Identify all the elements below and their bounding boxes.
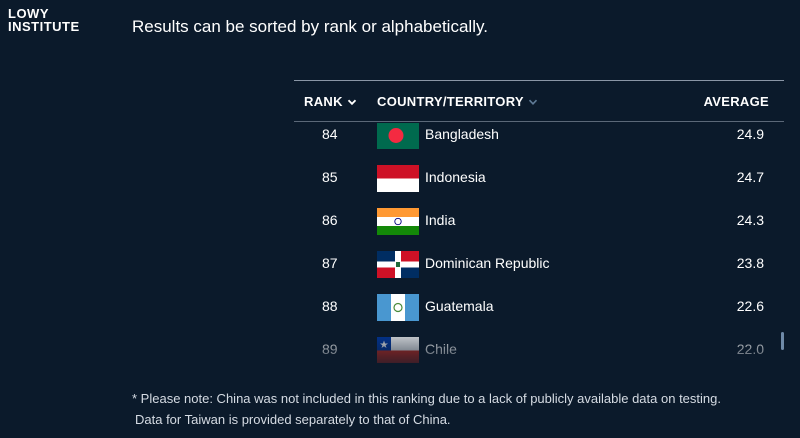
rank-cell: 85	[322, 169, 338, 185]
chevron-down-icon	[347, 97, 357, 107]
rank-cell: 88	[322, 298, 338, 314]
india-flag-icon	[377, 208, 419, 235]
rank-cell: 86	[322, 212, 338, 228]
table-row: 87 Dominican Republic 23.8	[294, 242, 784, 285]
footnote: * Please note: China was not included in…	[132, 388, 772, 430]
table-top-divider	[294, 80, 784, 81]
table-body[interactable]: 84 Bangladesh 24.9 85 Indonesia 24.7 86	[294, 123, 784, 363]
average-cell: 24.9	[736, 126, 764, 142]
average-cell: 23.8	[736, 255, 764, 271]
table-row: 86 India 24.3	[294, 199, 784, 242]
average-cell: 24.7	[736, 169, 764, 185]
average-header: AVERAGE	[704, 94, 769, 109]
chile-flag-icon	[377, 337, 419, 363]
country-sort-header[interactable]: COUNTRY/TERRITORY	[377, 94, 538, 109]
average-cell: 22.0	[736, 341, 764, 357]
logo-line-2: INSTITUTE	[8, 19, 80, 34]
country-cell: Bangladesh	[425, 126, 499, 142]
scrollbar-thumb[interactable]	[781, 332, 784, 350]
rank-sort-header[interactable]: RANK	[304, 94, 357, 109]
average-cell: 22.6	[736, 298, 764, 314]
rank-cell: 89	[322, 341, 338, 357]
country-header-label: COUNTRY/TERRITORY	[377, 94, 524, 109]
intro-text: Results can be sorted by rank or alphabe…	[132, 17, 488, 36]
bangladesh-flag-icon	[377, 123, 419, 149]
country-cell: Dominican Republic	[425, 255, 550, 271]
logo-line-1: LOWY	[8, 6, 49, 21]
table-row: 85 Indonesia 24.7	[294, 156, 784, 199]
table-row: 84 Bangladesh 24.9	[294, 123, 784, 156]
rank-cell: 87	[322, 255, 338, 271]
rank-cell: 84	[322, 126, 338, 142]
indonesia-flag-icon	[377, 165, 419, 192]
rank-header-label: RANK	[304, 94, 343, 109]
average-cell: 24.3	[736, 212, 764, 228]
table-row: 88 Guatemala 22.6	[294, 285, 784, 328]
country-cell: Chile	[425, 341, 457, 357]
table-scrollbar[interactable]	[781, 122, 784, 362]
table-row: 89 Chile 22.0	[294, 328, 784, 363]
dominican-republic-flag-icon	[377, 251, 419, 278]
footnote-line-1: * Please note: China was not included in…	[132, 391, 721, 406]
country-cell: India	[425, 212, 456, 228]
country-cell: Indonesia	[425, 169, 486, 185]
average-header-label: AVERAGE	[703, 94, 769, 109]
ranking-table: RANK COUNTRY/TERRITORY AVERAGE 84 Bangla…	[294, 80, 784, 363]
lowy-institute-logo[interactable]: LOWY INSTITUTE	[8, 7, 80, 33]
country-cell: Guatemala	[425, 298, 494, 314]
table-header: RANK COUNTRY/TERRITORY AVERAGE	[294, 81, 784, 122]
chevron-down-icon	[528, 97, 538, 107]
guatemala-flag-icon	[377, 294, 419, 321]
footnote-line-2: Data for Taiwan is provided separately t…	[135, 412, 451, 427]
